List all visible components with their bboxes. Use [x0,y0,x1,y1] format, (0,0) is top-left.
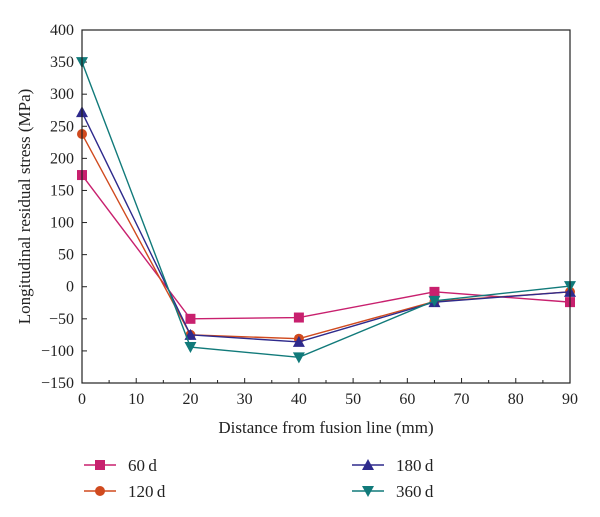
y-tick-label: 50 [58,247,74,264]
x-tick-label: 90 [562,391,578,408]
legend-label: 60 d [128,456,157,475]
data-point [292,335,305,347]
legend-entry: 60 d [84,456,157,475]
y-axis-title: Longitudinal residual stress (MPa) [15,89,34,325]
x-tick-label: 30 [237,391,253,408]
axis-ticks: 0 10 20 30 40 50 60 70 80 90 400 350 300 250 200 150 100… [41,22,578,408]
legend-entry: 120 d [84,482,166,501]
data-point [184,342,197,354]
series-lines [76,57,576,364]
y-tick-label: −50 [49,311,74,328]
y-tick-label: 200 [50,150,74,167]
data-point [292,352,305,364]
x-tick-label: 0 [78,391,86,408]
y-tick-label: −150 [41,375,74,392]
legend-label: 180 d [396,456,434,475]
legend-entry: 360 d [352,482,434,501]
x-tick-label: 80 [508,391,524,408]
plot-frame [81,29,571,384]
y-tick-label: 250 [50,118,74,135]
series-4 [76,57,576,364]
data-point [428,295,441,307]
data-point [293,312,304,323]
x-tick-label: 50 [345,391,361,408]
y-tick-label: 400 [50,22,74,39]
series-3 [76,106,576,347]
series-line [81,111,571,343]
series-2 [77,128,575,344]
legend-marker [95,460,105,470]
y-tick-label: 300 [50,86,74,103]
y-tick-label: −100 [41,343,74,360]
data-point [185,313,196,324]
y-tick-label: 350 [50,54,74,71]
x-tick-label: 40 [291,391,307,408]
data-point [184,328,197,340]
legend-marker [95,486,105,496]
data-point [429,286,440,297]
legend-label: 120 d [128,482,166,501]
y-tick-label: 100 [50,215,74,232]
x-tick-label: 20 [182,391,198,408]
series-line [81,133,571,340]
x-tick-label: 70 [454,391,470,408]
legend-marker [362,486,374,497]
legend-marker [362,459,374,470]
x-axis-title: Distance from fusion line (mm) [218,418,433,437]
legend: 60 d 120 d 180 d 360 d [84,456,434,501]
y-tick-label: 150 [50,182,74,199]
y-tick-label: 0 [66,279,74,296]
x-tick-label: 60 [399,391,415,408]
legend-label: 360 d [396,482,434,501]
legend-entry: 180 d [352,456,434,475]
x-tick-label: 10 [128,391,144,408]
